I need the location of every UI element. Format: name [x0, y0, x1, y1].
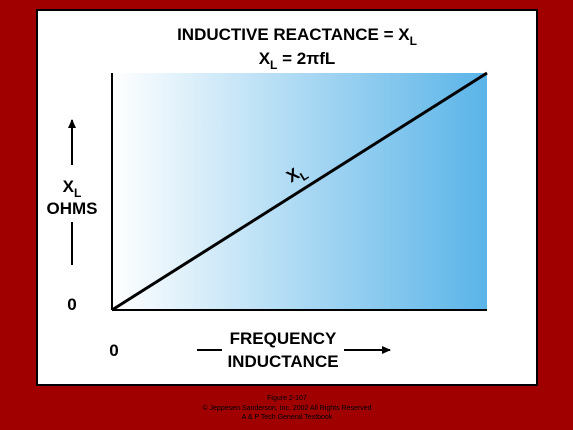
y-symbol-main: X: [63, 177, 75, 196]
x-origin: 0: [109, 341, 118, 360]
formula: XL = 2πfL: [259, 49, 336, 72]
y-origin: 0: [67, 295, 76, 314]
footer-source: A & P Tech General Textbook: [242, 414, 333, 421]
y-symbol-sub: L: [74, 186, 81, 200]
y-unit: OHMS: [47, 199, 98, 218]
title: INDUCTIVE REACTANCE = XL: [177, 25, 417, 48]
title-main: INDUCTIVE REACTANCE = X: [177, 25, 410, 44]
y-symbol: XL: [63, 177, 82, 200]
formula-sub: L: [270, 58, 277, 72]
title-sub: L: [410, 34, 417, 48]
footer-copyright: © Jeppesen Sanderson, Inc. 2002 All Righ…: [203, 404, 372, 412]
footer-figure: Figure 2-107: [267, 395, 307, 402]
x-label-1: FREQUENCY: [230, 329, 337, 348]
reactance-line: [111, 71, 488, 312]
formula-rest: = 2πfL: [277, 49, 335, 68]
formula-symbol: X: [259, 49, 271, 68]
x-label-2: INDUCTANCE: [227, 352, 338, 371]
